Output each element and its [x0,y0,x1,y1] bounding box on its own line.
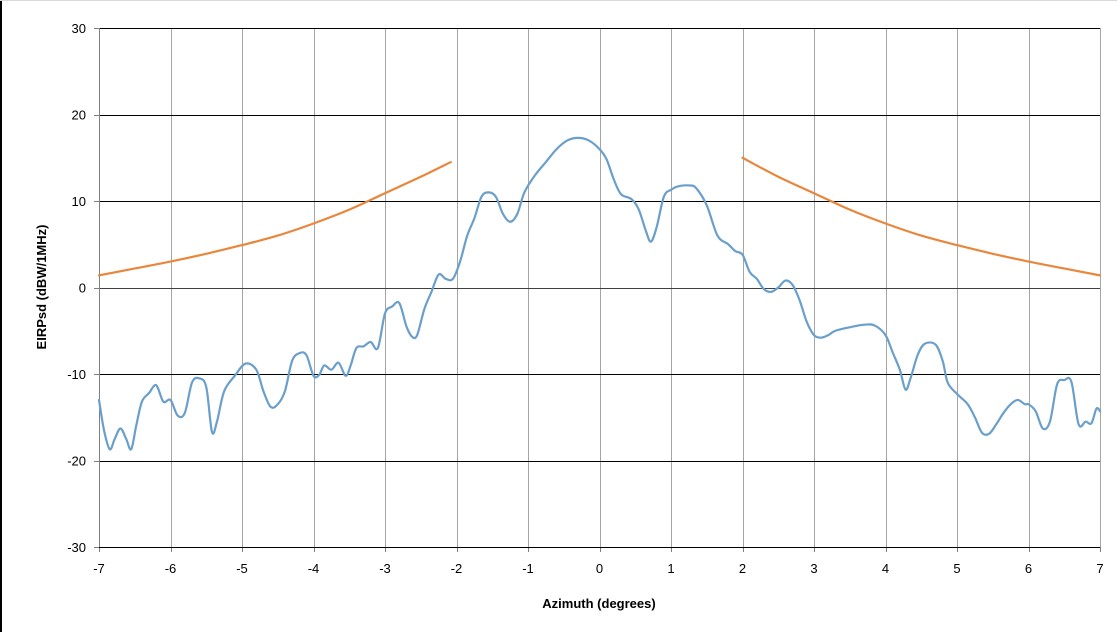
page-border-left [0,0,2,632]
x-tick-label: 1 [667,561,674,576]
x-tick-label: -7 [93,561,105,576]
y-tick-label: 0 [79,281,86,296]
x-axis-title: Azimuth (degrees) [542,596,655,611]
y-tick-label: -20 [67,454,86,469]
grid [94,28,1101,552]
y-tick-label: 10 [72,194,86,209]
x-tick-label: 6 [1025,561,1032,576]
x-tick-label: -4 [308,561,320,576]
mask-line-left [97,160,452,277]
x-tick-label: -5 [236,561,248,576]
x-tick-label: -2 [451,561,463,576]
x-tick-label: 3 [810,561,817,576]
y-tick-label: -30 [67,540,86,555]
y-axis-title: EIRPsd (dBW/1MHz) [34,225,49,350]
x-tick-label: 4 [882,561,889,576]
measured-eirp-line [97,136,1102,451]
x-tick-label: 0 [596,561,603,576]
y-tick-label: 30 [72,21,86,36]
x-tick-label: 2 [739,561,746,576]
series-group [97,136,1102,451]
page-border-top [0,0,1117,1]
x-tick-label: -3 [379,561,391,576]
x-tick-label: 7 [1096,561,1103,576]
mask-line-right [741,156,1102,277]
y-tick-label: -10 [67,367,86,382]
x-tick-label: 5 [953,561,960,576]
x-tick-label: -6 [165,561,177,576]
x-tick-label: -1 [522,561,534,576]
y-tick-label: 20 [72,108,86,123]
